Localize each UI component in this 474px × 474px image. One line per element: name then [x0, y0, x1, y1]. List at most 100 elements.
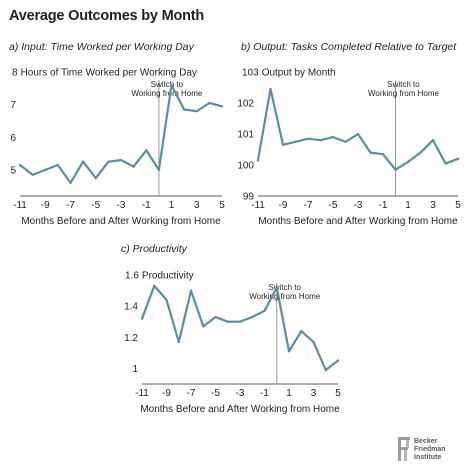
data-point [202, 325, 205, 328]
data-point [214, 315, 217, 319]
data-point [189, 289, 193, 292]
x-tick-label: -7 [66, 200, 75, 211]
data-point [256, 159, 260, 162]
x-tick-label: -5 [91, 200, 100, 211]
data-point [251, 315, 254, 319]
data-point [165, 298, 168, 302]
y-tick-label: 7 [10, 100, 16, 111]
data-point [336, 359, 340, 362]
x-tick-label: -9 [162, 388, 171, 399]
data-point [344, 140, 347, 143]
data-point [157, 168, 161, 172]
x-tick-label: -11 [13, 200, 27, 211]
y-tick-label: 99 [243, 192, 255, 203]
data-point [94, 176, 97, 180]
data-point [263, 309, 266, 313]
data-point [356, 132, 360, 136]
data-point [456, 157, 460, 160]
y-tick-label: 8 [12, 68, 18, 79]
x-axis-label: Months Before and After Working from Hom… [21, 216, 221, 227]
data-point [319, 139, 322, 142]
switch-annotation: Switch to Working from Home [249, 283, 321, 301]
bfi-logo-icon [398, 437, 410, 461]
y-axis-title: 103 Output by Month [242, 68, 336, 79]
panel-title: b) Output: Tasks Completed Relative to T… [241, 41, 457, 53]
y-tick-label: 1.4 [124, 302, 138, 313]
x-tick-label: -11 [251, 200, 265, 211]
x-tick-label: -3 [236, 388, 245, 399]
y-axis-title: 8 Hours of Time Worked per Working Day [12, 68, 197, 79]
y-tick-label: 6 [10, 133, 16, 144]
data-point [406, 160, 410, 164]
data-point [275, 286, 278, 289]
x-tick-label: -9 [279, 200, 288, 211]
x-tick-label: 5 [335, 388, 341, 399]
y-axis-label-text: Hours of Time Worked per Working Day [21, 68, 197, 79]
y-tick-label: 1.6 [125, 271, 139, 282]
data-point [269, 87, 272, 91]
logo-line-3: Institute [414, 454, 442, 461]
logo-line-1: Becker [414, 438, 438, 445]
x-axis-label: Months Before and After Working from Hom… [140, 404, 340, 415]
x-tick-label: -5 [329, 200, 338, 211]
data-point [132, 165, 135, 168]
panel-a: a) Input: Time Worked per Working Day 5 6 7… [9, 41, 225, 227]
data-point [119, 158, 123, 162]
y-axis-label-text: Output by Month [262, 68, 336, 79]
data-point [226, 320, 229, 323]
y-tick-label: 103 [242, 68, 259, 79]
panel-title: c) Productivity [121, 243, 188, 255]
data-point [44, 168, 47, 172]
series-line [18, 83, 224, 184]
data-point [419, 151, 422, 154]
x-tick-label: 3 [194, 200, 200, 211]
x-axis-label: Months Before and After Working from Hom… [258, 216, 458, 227]
data-point [18, 163, 22, 167]
data-point [69, 181, 72, 185]
data-point [208, 101, 211, 105]
data-point [394, 168, 397, 171]
x-tick-label: -7 [304, 200, 313, 211]
annotation-line: Switch to [387, 80, 420, 89]
x-tick-label: -5 [211, 388, 220, 399]
data-point [195, 109, 198, 113]
series-line [256, 87, 460, 171]
annotation-line: Working from Home [249, 292, 321, 301]
y-axis-label-text: Productivity [142, 271, 194, 282]
y-tick-label: 100 [237, 161, 254, 172]
x-tick-label: 5 [219, 200, 225, 211]
data-point [287, 350, 291, 353]
annotation-line: Switch to [269, 283, 302, 292]
data-point [56, 163, 60, 167]
data-point [182, 108, 186, 111]
x-tick-label: 3 [430, 200, 436, 211]
data-point [107, 160, 110, 163]
data-point [431, 139, 435, 142]
panel-title: a) Input: Time Worked per Working Day [9, 41, 195, 53]
data-point [220, 105, 224, 108]
y-tick-label: 101 [237, 130, 254, 141]
annotation-line: Switch to [151, 80, 184, 89]
data-point [81, 160, 85, 163]
data-point [281, 143, 285, 147]
data-point [170, 83, 173, 87]
page-title: Average Outcomes by Month [9, 8, 205, 24]
y-axis-title: 1.6 Productivity [125, 271, 194, 282]
bfi-logo: Becker Friedman Institute [398, 437, 470, 465]
switch-annotation: Switch to Working from Home [368, 80, 440, 98]
x-tick-label: -1 [260, 388, 269, 399]
x-tick-label: 5 [455, 200, 461, 211]
data-point [331, 135, 335, 139]
x-tick-label: -11 [135, 388, 149, 399]
data-point [369, 151, 372, 154]
data-point [145, 149, 148, 152]
data-point [300, 329, 303, 333]
x-tick-label: -3 [354, 200, 363, 211]
data-point [140, 317, 144, 320]
x-tick-label: -3 [117, 200, 126, 211]
x-tick-label: 1 [405, 200, 411, 211]
x-tick-label: -1 [142, 200, 151, 211]
data-point [324, 368, 327, 372]
data-point [238, 320, 242, 323]
